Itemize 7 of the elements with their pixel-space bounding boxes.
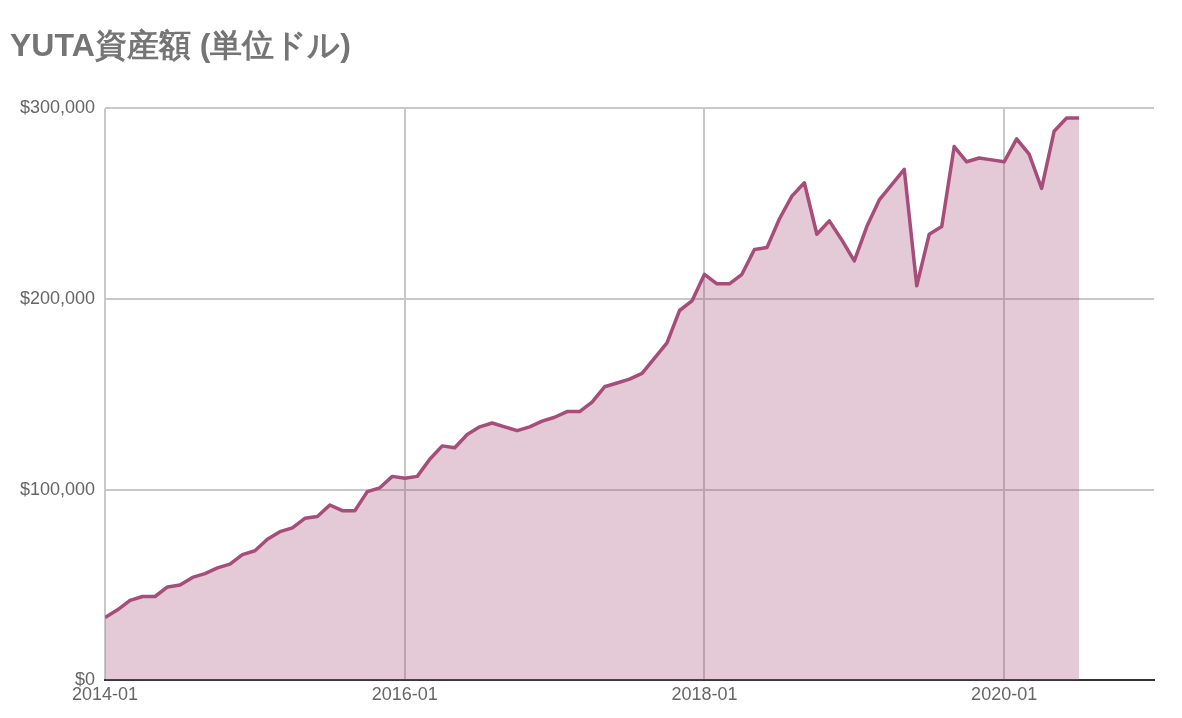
- chart-title: YUTA資産額 (単位ドル): [10, 27, 351, 64]
- x-tick-label: 2018-01: [671, 684, 738, 705]
- y-tick-label: $200,000: [20, 288, 96, 309]
- x-tick-label: 2016-01: [371, 684, 438, 705]
- y-tick-label: $100,000: [20, 478, 96, 499]
- y-tick-label: $300,000: [20, 97, 96, 118]
- x-tick-label: 2020-01: [971, 684, 1038, 705]
